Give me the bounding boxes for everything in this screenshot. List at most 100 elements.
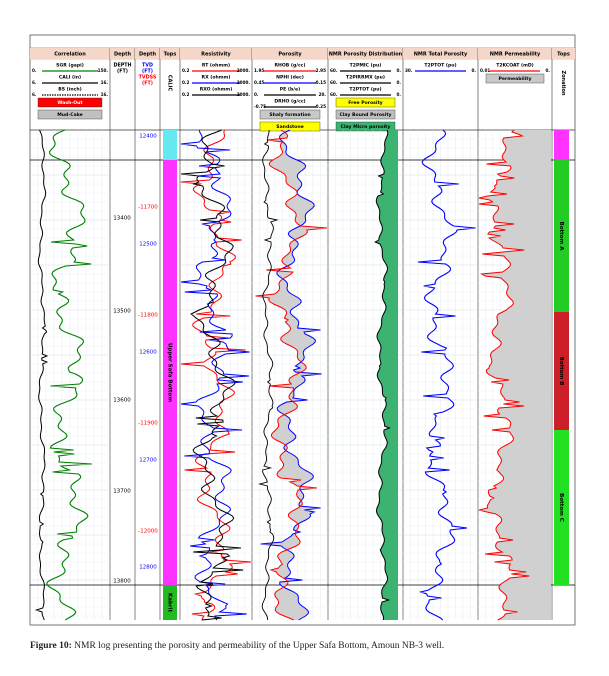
scale-min: 60. bbox=[330, 68, 338, 73]
top-zone bbox=[163, 160, 177, 585]
legend-label: Mud-Cake bbox=[57, 112, 83, 118]
depth-label: 13700 bbox=[113, 489, 131, 495]
curve-name: DRHO (g/cc) bbox=[274, 99, 305, 105]
curve-name: RXO (ohmm) bbox=[200, 87, 233, 93]
scale-max: 150. bbox=[98, 68, 109, 73]
column-title-bg bbox=[552, 48, 575, 59]
curve-name: T2PTOT (pu) bbox=[349, 87, 381, 93]
t2ptot-curve bbox=[374, 129, 391, 621]
resistivity-curve bbox=[180, 129, 252, 621]
top-label: Upper Safa Bottom bbox=[167, 343, 173, 402]
depth-label: -11900 bbox=[138, 421, 158, 427]
top-zone bbox=[163, 130, 177, 160]
depth-label: 13600 bbox=[113, 398, 131, 404]
scale-min: 0. bbox=[254, 92, 259, 97]
legend-label: Wash-Out bbox=[57, 100, 83, 106]
legend-label: Permeability bbox=[499, 76, 532, 82]
zonation-label: Bottom B bbox=[558, 357, 564, 386]
column-title: Resistivity bbox=[201, 52, 231, 58]
scale-max: 0. bbox=[545, 68, 550, 73]
scale-min: 0.45 bbox=[254, 80, 264, 85]
column-title: Tops bbox=[557, 52, 570, 58]
legend-label: Shaly formation bbox=[269, 112, 310, 118]
scale-min: -0.75 bbox=[254, 104, 266, 109]
zonation-label: Bottom A bbox=[558, 222, 564, 252]
column-title: NMR Total Porosity bbox=[414, 52, 468, 58]
curve-name: T2PIRRMX (pu) bbox=[346, 75, 385, 81]
scale-min: 60. bbox=[330, 92, 338, 97]
column-title: Tops bbox=[164, 52, 177, 58]
column-title: Correlation bbox=[54, 52, 86, 58]
rhob-curve bbox=[255, 129, 328, 621]
curve-name: T2KCOAT (mD) bbox=[496, 63, 534, 69]
curve-name: CALI (in) bbox=[59, 75, 81, 81]
caption: Figure 10: NMR log presenting the porosi… bbox=[30, 641, 580, 651]
zonation-zone bbox=[554, 160, 569, 312]
curve-name: RHOB (g/cc) bbox=[275, 63, 306, 69]
column-title-bg bbox=[328, 48, 403, 59]
column-label: TVDSS bbox=[139, 75, 157, 81]
micro-porosity-fill bbox=[375, 130, 398, 620]
depth-label: 12700 bbox=[139, 458, 157, 464]
top-zone bbox=[163, 585, 177, 620]
caption-text: NMR log presenting the porosity and perm… bbox=[74, 641, 445, 651]
scale-max: 16. bbox=[101, 80, 109, 85]
curve-name: PE (b/e) bbox=[280, 87, 300, 93]
scale-min: 0.2 bbox=[182, 68, 190, 73]
nphi-curve bbox=[260, 129, 322, 621]
column-title: NMR Porosity Distribution bbox=[329, 52, 403, 58]
scale-max: 2.95 bbox=[316, 68, 326, 73]
total-porosity-curve bbox=[417, 129, 476, 621]
scale-max: 2000. bbox=[237, 80, 251, 85]
depth-label: 13400 bbox=[113, 216, 131, 222]
legend-box bbox=[37, 109, 103, 120]
legend-label: Sandstone bbox=[276, 124, 303, 130]
depth-label: -11800 bbox=[138, 313, 158, 319]
legend-box bbox=[335, 109, 396, 120]
column-title-bg bbox=[135, 48, 160, 59]
scale-min: 0.2 bbox=[182, 80, 190, 85]
scale-min: 30. bbox=[405, 68, 413, 73]
scale-min: 0.01 bbox=[480, 68, 490, 73]
column-title-bg bbox=[180, 48, 252, 59]
scale-max: 0. bbox=[396, 80, 401, 85]
column-title-bg bbox=[110, 48, 135, 59]
depth-label: 12600 bbox=[139, 350, 157, 356]
depth-label: 13500 bbox=[113, 309, 131, 315]
column-label: TVD bbox=[142, 63, 153, 69]
curve-name: T2PMIC (pu) bbox=[350, 63, 382, 69]
scale-max: 2000. bbox=[237, 68, 251, 73]
gamma-ray-curve bbox=[46, 129, 92, 621]
legend-box bbox=[259, 109, 321, 120]
column-title: Depth bbox=[139, 52, 157, 58]
curve-name: T2PTOT (pu) bbox=[424, 63, 456, 69]
zonation-zone bbox=[554, 312, 569, 430]
rotated-label: CALIC bbox=[167, 75, 173, 92]
curve-name: SGR (gapi) bbox=[56, 63, 84, 69]
column-title-bg bbox=[403, 48, 478, 59]
scale-min: 60. bbox=[330, 80, 338, 85]
scale-min: 1.95 bbox=[254, 68, 264, 73]
caliper-curve bbox=[34, 129, 49, 621]
column-label: (FT) bbox=[142, 81, 153, 87]
depth-label: 12500 bbox=[139, 242, 157, 248]
scale-min: 0.2 bbox=[182, 92, 190, 97]
column-title-bg bbox=[478, 48, 552, 59]
scale-max: 16. bbox=[101, 92, 109, 97]
top-label: Kabrit bbox=[167, 593, 173, 613]
scale-max: 0. bbox=[396, 92, 401, 97]
scale-min: 6. bbox=[32, 92, 37, 97]
scale-max: 0. bbox=[471, 68, 476, 73]
scale-max: -0.15 bbox=[314, 80, 326, 85]
legend-label: Clay Bound Porosity bbox=[339, 112, 391, 118]
column-title-bg bbox=[30, 48, 110, 59]
zonation-zone bbox=[554, 430, 569, 585]
scale-max: 0. bbox=[396, 68, 401, 73]
scale-max: 0.25 bbox=[316, 104, 326, 109]
depth-label: -12000 bbox=[138, 529, 158, 535]
figure-border bbox=[29, 34, 576, 626]
column-title: NMR Permeability bbox=[490, 52, 541, 58]
legend-box bbox=[335, 97, 396, 108]
